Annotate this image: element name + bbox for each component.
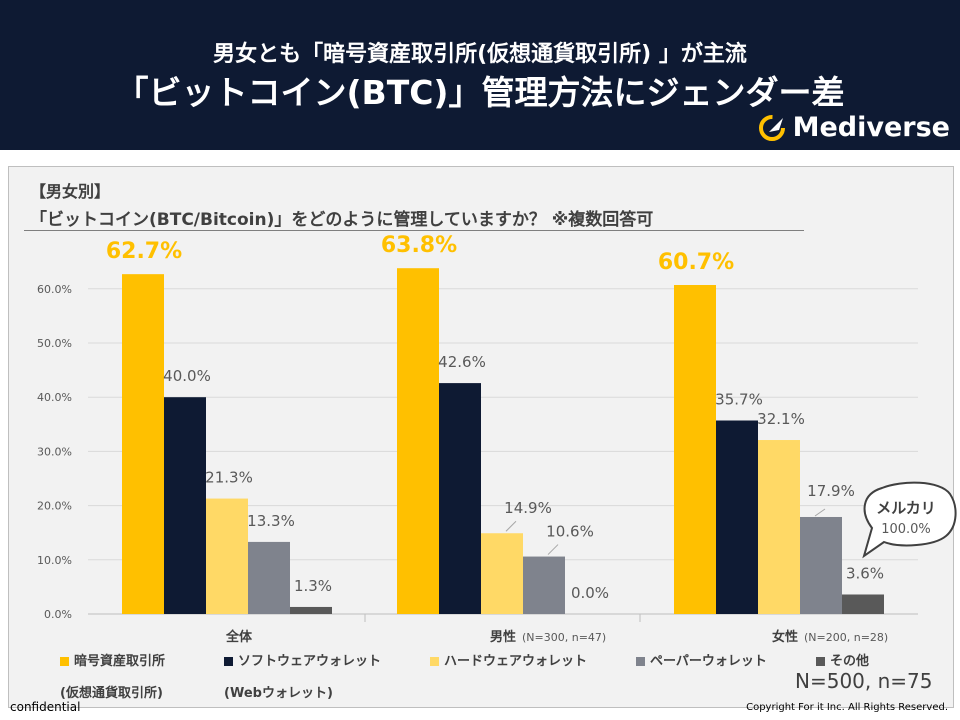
legend-label: ソフトウェアウォレット (238, 654, 382, 669)
bar (248, 541, 290, 614)
category-label: 男性 (490, 629, 516, 645)
leader-line (547, 544, 559, 555)
bar (716, 420, 758, 614)
data-label: 21.3% (205, 469, 253, 487)
category-label: 女性 (772, 629, 798, 645)
legend-label: その他 (830, 654, 870, 669)
data-label: 0.0% (571, 584, 609, 602)
legend-label: 暗号資産取引所 (74, 654, 166, 669)
bar (758, 440, 800, 614)
logo-text: Mediverse (792, 112, 950, 143)
bar (800, 516, 842, 614)
legend-swatch (430, 657, 439, 666)
chart-legend: 暗号資産取引所 (仮想通貨取引所) ソフトウェアウォレット (Webウォレット)… (60, 653, 940, 703)
data-label: 32.1% (757, 410, 805, 428)
header-subtitle: 男女とも「暗号資産取引所(仮想通貨取引所) 」が主流 (213, 42, 747, 67)
bar (439, 383, 481, 614)
legend-item-hardware-wallet: ハードウェアウォレット (430, 653, 587, 671)
legend-label: ペーパーウォレット (650, 654, 767, 669)
bar (523, 556, 565, 614)
chart-title-question: 「ビットコイン(BTC/Bitcoin)」をどのように管理していますか？ ※複数… (30, 210, 654, 230)
legend-item-exchange: 暗号資産取引所 (仮想通貨取引所) (60, 653, 165, 703)
data-label: 1.3% (294, 577, 332, 595)
category-note: (N=300, n=47) (522, 631, 606, 644)
data-label: 42.6% (438, 353, 486, 371)
bar (290, 606, 332, 614)
category-note: (N=200, n=28) (804, 631, 888, 644)
data-label: 13.3% (247, 512, 295, 530)
legend-label: ハードウェアウォレット (444, 654, 588, 669)
legend-item-paper-wallet: ペーパーウォレット (636, 653, 767, 671)
header-title: 「ビットコイン(BTC)」管理方法にジェンダー差 (115, 73, 845, 112)
y-tick-label: 0.0% (44, 608, 72, 621)
callout-value: 100.0% (881, 522, 931, 537)
title-underline (24, 230, 804, 231)
leader-line (505, 520, 517, 532)
callout-bubble (862, 481, 957, 559)
bar (674, 285, 716, 614)
legend-sublabel: (Webウォレット) (224, 686, 333, 701)
legend-swatch (224, 657, 233, 666)
data-label: 17.9% (807, 482, 855, 500)
data-label: 10.6% (546, 523, 594, 541)
data-label: 3.6% (846, 564, 884, 582)
header-banner: 男女とも「暗号資産取引所(仮想通貨取引所) 」が主流 「ビットコイン(BTC)」… (0, 0, 960, 150)
chart-title-group: 【男女別】 (30, 182, 111, 201)
bar (397, 268, 439, 614)
mediverse-logo-icon (758, 114, 785, 141)
leader-line (814, 508, 826, 517)
sample-size-note: N=500, n=75 (795, 669, 933, 693)
legend-item-software-wallet: ソフトウェアウォレット (Webウォレット) (224, 653, 381, 703)
y-tick-label: 40.0% (37, 391, 72, 404)
bar (164, 397, 206, 614)
brand-logo: Mediverse (757, 112, 950, 143)
data-label: 14.9% (504, 499, 552, 517)
y-tick-label: 30.0% (37, 445, 72, 458)
bar (206, 498, 248, 614)
data-label: 62.7% (106, 239, 182, 264)
legend-swatch (816, 657, 825, 666)
confidential-label: confidential (10, 700, 81, 714)
legend-item-other: その他 (816, 653, 869, 671)
data-label: 40.0% (163, 367, 211, 385)
legend-swatch (60, 657, 69, 666)
category-label: 全体 (225, 629, 253, 645)
bar (842, 594, 884, 614)
y-tick-label: 60.0% (37, 283, 72, 296)
copyright: Copyright For it Inc. All Rights Reserve… (746, 702, 948, 713)
data-label: 35.7% (715, 391, 763, 409)
legend-sublabel: (仮想通貨取引所) (60, 686, 163, 701)
y-tick-label: 10.0% (37, 554, 72, 567)
y-tick-label: 20.0% (37, 500, 72, 513)
legend-swatch (636, 657, 645, 666)
data-label: 63.8% (381, 233, 457, 258)
callout-title: メルカリ (876, 499, 936, 517)
data-label: 60.7% (658, 250, 734, 275)
bar (122, 274, 164, 614)
bar (481, 533, 523, 614)
y-tick-label: 50.0% (37, 337, 72, 350)
